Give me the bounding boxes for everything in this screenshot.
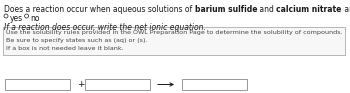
Text: yes: yes	[9, 14, 23, 23]
Text: If a reaction does occur, write the net ionic equation.: If a reaction does occur, write the net …	[4, 23, 206, 32]
Text: are combined?: are combined?	[342, 5, 350, 14]
Bar	[5, 79, 70, 90]
Bar	[182, 79, 247, 90]
Text: barium sulfide: barium sulfide	[195, 5, 257, 14]
Text: calcium nitrate: calcium nitrate	[276, 5, 342, 14]
Bar	[85, 79, 150, 90]
Text: and: and	[257, 5, 276, 14]
Text: Does a reaction occur when aqueous solutions of: Does a reaction occur when aqueous solut…	[4, 5, 195, 14]
Text: +: +	[77, 80, 84, 89]
Text: If a box is not needed leave it blank.: If a box is not needed leave it blank.	[6, 46, 124, 51]
Text: Be sure to specify states such as (aq) or (s).: Be sure to specify states such as (aq) o…	[6, 38, 147, 43]
Bar	[3, 27, 345, 55]
Text: no: no	[30, 14, 40, 23]
Text: Use the solubility rules provided in the OWL Preparation Page to determine the s: Use the solubility rules provided in the…	[6, 30, 343, 35]
